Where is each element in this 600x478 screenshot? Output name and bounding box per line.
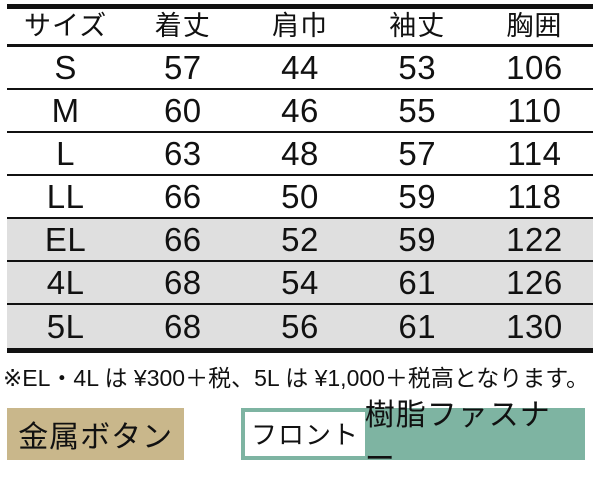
table-row-l: L 63 48 57 114 (7, 133, 593, 176)
table-cell: 106 (506, 49, 563, 86)
size-label: S (54, 49, 77, 86)
table-cell: 54 (281, 264, 319, 301)
table-cell: 60 (163, 92, 202, 129)
table-cell: 56 (281, 308, 319, 345)
table-cell: 44 (281, 49, 319, 86)
front-label: フロント (250, 420, 359, 451)
size-spec-table: サイズ 着丈 肩巾 袖丈 胸囲 S 57 44 53 106 M 60 46 5… (7, 4, 593, 353)
metal-button-badge: 金属ボタン (7, 407, 185, 460)
table-row-m: M 60 46 55 110 (7, 90, 593, 133)
table-cell: 66 (163, 221, 202, 258)
surcharge-note: ※EL・4L は ¥300＋税、5L は ¥1,000＋税高となります。 (3, 365, 589, 391)
table-cell: 46 (281, 92, 319, 129)
table-cell: 59 (398, 221, 437, 258)
size-label: 5L (46, 308, 85, 345)
size-label: 4L (46, 264, 85, 301)
table-cell: 122 (506, 221, 563, 258)
table-header-row: サイズ 着丈 肩巾 袖丈 胸囲 (7, 9, 593, 47)
size-label: LL (46, 178, 85, 215)
table-row-5l: 5L 68 56 61 130 (7, 305, 593, 348)
table-cell: 66 (163, 178, 202, 215)
table-cell: 130 (506, 308, 563, 345)
table-cell: 55 (398, 92, 437, 129)
table-row-s: S 57 44 53 106 (7, 47, 593, 90)
front-label-box: フロント (245, 411, 365, 456)
front-fastener-badge: フロント 樹脂ファスナー (241, 398, 585, 476)
size-label: EL (44, 221, 87, 258)
table-cell: 126 (506, 264, 563, 301)
spec-badges: 金属ボタン フロント 樹脂ファスナー (7, 398, 585, 476)
table-cell: 52 (281, 221, 319, 258)
table-cell: 53 (398, 49, 437, 86)
table-cell: 61 (398, 264, 437, 301)
table-row-ll: LL 66 50 59 118 (7, 176, 593, 219)
table-cell: 68 (163, 264, 202, 301)
table-cell: 48 (281, 135, 319, 172)
table-cell: 59 (398, 178, 437, 215)
column-header-sleeve-length: 袖丈 (389, 11, 446, 41)
table-row-el: EL 66 52 59 122 (7, 219, 593, 262)
table-cell: 57 (163, 49, 202, 86)
badge-spacer (184, 408, 241, 460)
size-label: M (51, 92, 80, 129)
table-cell: 118 (507, 178, 562, 215)
column-header-body-length: 着丈 (154, 11, 211, 41)
metal-button-label: 金属ボタン (18, 420, 174, 454)
column-header-chest: 胸囲 (506, 11, 563, 41)
table-row-4l: 4L 68 54 61 126 (7, 262, 593, 305)
column-header-size: サイズ (24, 11, 108, 41)
size-label: L (56, 135, 76, 172)
table-cell: 68 (163, 308, 202, 345)
table-cell: 114 (507, 135, 562, 172)
table-cell: 110 (507, 92, 562, 129)
table-cell: 63 (163, 135, 202, 172)
fastener-label: 樹脂ファスナー (364, 398, 551, 476)
column-header-shoulder-width: 肩巾 (272, 11, 328, 41)
table-cell: 61 (398, 308, 437, 345)
table-cell: 57 (398, 135, 437, 172)
table-cell: 50 (281, 178, 319, 215)
